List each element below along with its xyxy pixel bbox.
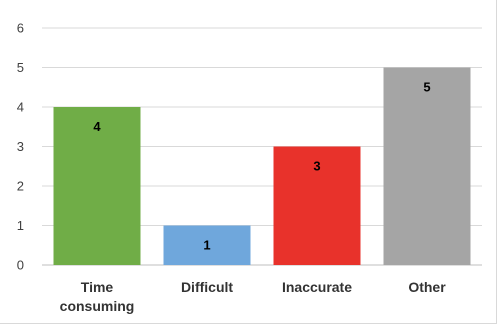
y-tick-label: 1 xyxy=(17,218,24,233)
data-label: 3 xyxy=(313,159,320,174)
category-label: consuming xyxy=(60,298,135,314)
bar xyxy=(163,225,251,265)
bar xyxy=(273,146,361,265)
y-tick-label: 3 xyxy=(17,139,24,154)
y-tick-label: 5 xyxy=(17,60,24,75)
category-label: Inaccurate xyxy=(282,279,352,295)
category-label: Time xyxy=(81,279,114,295)
x-axis-categories: Time consuming Difficult Inaccurate Other xyxy=(60,279,447,314)
data-label: 4 xyxy=(93,119,101,134)
data-labels: 4 1 3 5 xyxy=(93,80,430,253)
bars xyxy=(53,67,471,265)
data-label: 5 xyxy=(423,80,430,95)
y-axis-ticks: 0 1 2 3 4 5 6 xyxy=(17,21,24,273)
bar xyxy=(53,107,141,265)
category-label: Other xyxy=(408,279,446,295)
category-label: Difficult xyxy=(181,279,233,295)
y-tick-label: 4 xyxy=(17,100,24,115)
y-tick-label: 6 xyxy=(17,21,24,36)
bar xyxy=(383,67,471,265)
y-tick-label: 2 xyxy=(17,179,24,194)
data-label: 1 xyxy=(203,238,210,253)
y-tick-label: 0 xyxy=(17,258,24,273)
